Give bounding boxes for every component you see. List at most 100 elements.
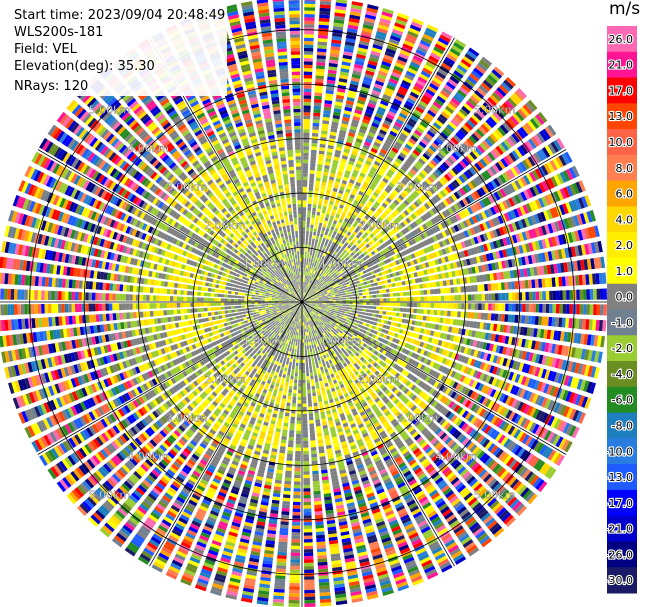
- ray-gate: [471, 149, 480, 158]
- ray-gate: [335, 224, 340, 230]
- ray-gate: [441, 129, 451, 138]
- ray-gate: [329, 265, 334, 270]
- ray-gate: [305, 300, 309, 302]
- ray-gate: [323, 256, 328, 261]
- ray-gate: [303, 268, 306, 272]
- ray-gate: [478, 303, 482, 310]
- ray-gate: [403, 199, 410, 206]
- ray-gate: [375, 173, 383, 180]
- ray-gate: [478, 106, 488, 117]
- ray-gate: [372, 260, 378, 265]
- ray-gate: [314, 271, 318, 275]
- ray-gate: [528, 229, 534, 239]
- ray-gate: [380, 280, 385, 285]
- ray-gate: [306, 293, 309, 297]
- ray-gate: [460, 311, 465, 318]
- ray-gate: [324, 284, 328, 288]
- ray-gate: [570, 246, 577, 257]
- ray-gate: [411, 278, 416, 284]
- ray-gate: [492, 251, 498, 260]
- ray-gate: [310, 163, 316, 168]
- ray-gate: [303, 119, 311, 123]
- ray-gate: [408, 247, 414, 253]
- ray-gate: [505, 292, 509, 301]
- ray-gate: [326, 275, 330, 280]
- ray-gate: [362, 299, 367, 302]
- ray-gate: [417, 296, 421, 302]
- ray-gate: [444, 173, 452, 182]
- ray-gate: [442, 161, 450, 170]
- ray-gate: [574, 198, 582, 210]
- ray-gate: [339, 74, 349, 80]
- ray-gate: [336, 240, 341, 245]
- ray-gate: [553, 190, 561, 202]
- ray-gate: [319, 254, 323, 259]
- ray-gate: [305, 293, 308, 297]
- ray-gate: [371, 47, 382, 54]
- ray-gate: [305, 244, 308, 249]
- ray-gate: [401, 280, 406, 286]
- ray-gate: [333, 156, 340, 161]
- ray-gate: [575, 275, 580, 286]
- ray-gate: [359, 271, 364, 276]
- ray-gate: [363, 141, 372, 147]
- ray-gate: [530, 215, 537, 225]
- ray-gate: [366, 298, 370, 302]
- ray-gate: [322, 281, 326, 285]
- ray-gate: [346, 275, 351, 279]
- ray-gate: [329, 288, 334, 291]
- ray-gate: [351, 312, 355, 316]
- ray-gate: [518, 244, 524, 254]
- ray-gate: [310, 284, 313, 288]
- ray-gate: [317, 160, 324, 165]
- ray-gate: [312, 300, 316, 302]
- ray-gate: [407, 232, 414, 239]
- ray-gate: [304, 297, 307, 300]
- ray-gate: [388, 262, 394, 268]
- ray-gate: [307, 214, 311, 218]
- ray-gate: [358, 214, 364, 220]
- ray-gate: [380, 261, 386, 266]
- ray-gate: [361, 315, 365, 319]
- ray-gate: [311, 255, 314, 260]
- ray-gate: [326, 288, 330, 291]
- ray-gate: [494, 303, 499, 311]
- ray-gate: [375, 258, 381, 263]
- ray-gate: [429, 106, 438, 115]
- ray-gate: [336, 91, 345, 97]
- ray-gate: [303, 98, 312, 103]
- ray-gate: [538, 303, 543, 313]
- ray-gate: [332, 285, 336, 288]
- ray-gate: [390, 297, 394, 302]
- ray-gate: [358, 308, 363, 312]
- ray-gate: [312, 266, 316, 271]
- ray-gate: [359, 187, 366, 193]
- ray-gate: [349, 282, 354, 286]
- ray-gate: [505, 236, 512, 246]
- ray-gate: [396, 59, 407, 66]
- ray-gate: [435, 137, 444, 145]
- ray-gate: [454, 39, 467, 48]
- ray-gate: [511, 150, 520, 161]
- ray-gate: [384, 247, 390, 253]
- ray-gate: [532, 303, 536, 313]
- ray-gate: [454, 295, 458, 301]
- ray-gate: [302, 207, 307, 211]
- ray-gate: [303, 61, 313, 66]
- ray-gate: [312, 277, 316, 282]
- ray-gate: [327, 144, 334, 150]
- ray-gate: [321, 297, 326, 299]
- ray-gate: [583, 289, 587, 300]
- ray-gate: [551, 317, 556, 327]
- ray-gate: [455, 177, 463, 186]
- ray-gate: [304, 296, 307, 300]
- ray-gate: [350, 122, 359, 128]
- ray-gate: [342, 194, 349, 200]
- ray-gate: [446, 53, 457, 63]
- ray-gate: [542, 303, 546, 313]
- ray-gate: [544, 195, 552, 206]
- ray-gate: [528, 201, 536, 212]
- ray-gate: [538, 278, 543, 288]
- ray-gate: [403, 103, 413, 111]
- ray-gate: [379, 266, 385, 272]
